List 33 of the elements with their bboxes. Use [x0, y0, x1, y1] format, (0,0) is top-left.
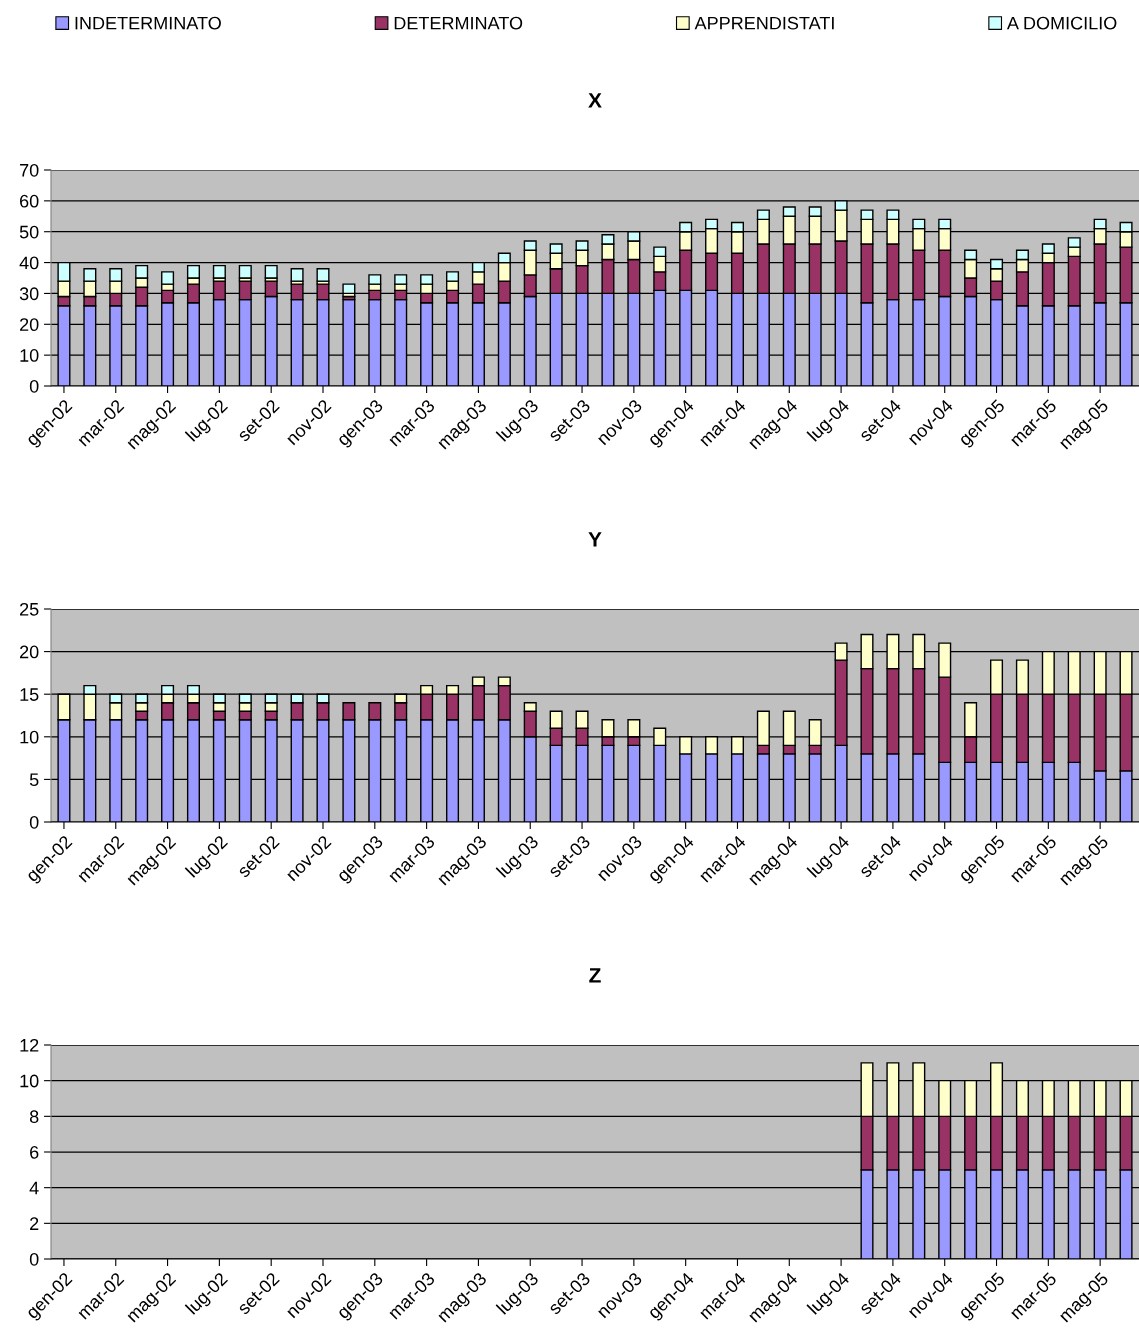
bar: [238, 264, 252, 279]
y-tick-label: 40: [19, 256, 39, 270]
chart-title: Z: [589, 968, 601, 983]
y-tick-label: 30: [19, 287, 39, 301]
legend-label: APPRENDISTATI: [694, 16, 834, 30]
y-tick-label: 20: [20, 645, 39, 659]
y-tick-label: 70: [20, 163, 39, 177]
bar: [290, 268, 304, 282]
y-tick-label: 60: [20, 194, 39, 208]
y-tick-label: 0: [29, 379, 39, 393]
y-tick-label: 5: [29, 773, 39, 787]
y-tick-label: 10: [20, 349, 39, 362]
y-tick-label: 50: [19, 225, 39, 239]
y-tick-label: 2: [30, 1217, 39, 1230]
legend-label: INDETERMINATO: [75, 16, 221, 30]
y-tick-label: 10: [20, 1074, 39, 1088]
bar: [212, 264, 226, 279]
y-tick-label: 15: [20, 688, 39, 701]
y-tick-label: 10: [20, 730, 39, 744]
y-tick-label: 25: [20, 602, 39, 616]
y-tick-label: 6: [30, 1145, 39, 1159]
bar: [316, 268, 330, 282]
legend-label: DETERMINATO: [394, 16, 523, 30]
y-tick-label: 0: [29, 815, 39, 829]
y-tick-label: 8: [29, 1110, 39, 1124]
chart-title: X: [588, 93, 602, 108]
y-tick-label: 4: [29, 1181, 39, 1195]
y-tick-label: 12: [20, 1038, 39, 1052]
chart-title: Y: [588, 532, 602, 547]
bar: [264, 264, 278, 279]
y-tick-label: 20: [20, 318, 39, 332]
y-tick-label: 0: [29, 1252, 39, 1266]
legend-label: A DOMICILIO: [1006, 16, 1117, 30]
